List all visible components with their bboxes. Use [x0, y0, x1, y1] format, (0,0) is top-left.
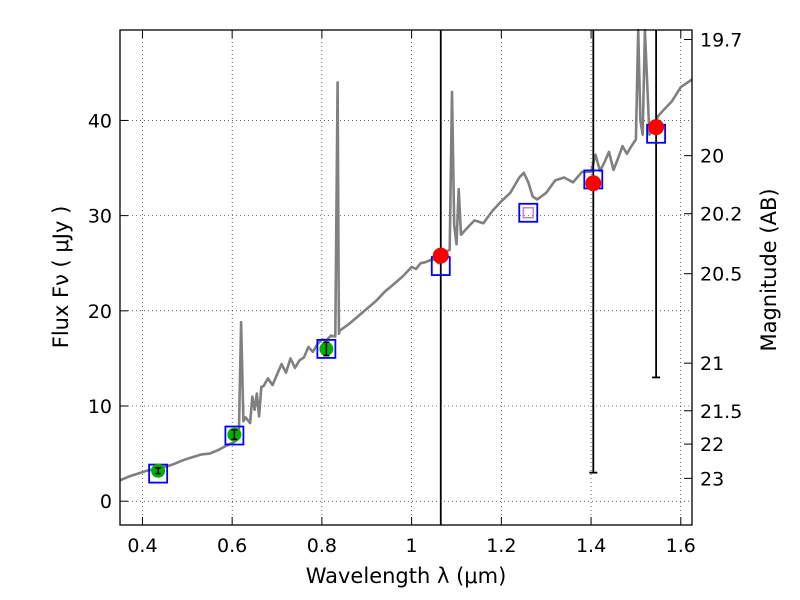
tick-labels: 0.4 0.6 0.8 1 1.2 1.4 1.6 0 10 20 30 40 19.7 20 20.2 20… [88, 30, 743, 557]
mag-tick-label: 22 [700, 434, 724, 456]
y-tick-label: 40 [88, 110, 112, 132]
photometry-point-red [432, 247, 449, 264]
spectrum-line [119, 28, 693, 482]
mag-tick-label: 23 [700, 468, 724, 490]
mag-tick-label: 21.5 [700, 401, 742, 423]
upper-limit-marker [522, 207, 534, 219]
x-tick-label: 1 [406, 535, 418, 557]
mag-tick-label: 21 [700, 353, 724, 375]
y-axis-title: Flux Fν ( μJy ) [49, 206, 73, 349]
photometry-point-red [648, 119, 665, 136]
photometry-layer [151, 119, 665, 478]
y-tick-label: 30 [88, 206, 112, 228]
model-box [518, 202, 539, 223]
y-tick-label: 10 [88, 396, 112, 418]
mag-tick-label: 20 [700, 146, 724, 168]
x-tick-label: 0.8 [307, 535, 337, 557]
mag-tick-label: 20.5 [700, 264, 742, 286]
spectrum-layer [119, 28, 693, 482]
photometry-point-red [585, 175, 602, 192]
x-tick-label: 1.4 [576, 535, 606, 557]
x-tick-label: 1.6 [666, 535, 696, 557]
mag-tick-label: 20.2 [700, 204, 742, 226]
y-tick-label: 0 [100, 491, 112, 513]
y-tick-label: 20 [88, 301, 112, 323]
x-tick-label: 0.6 [217, 535, 247, 557]
model-box [224, 425, 245, 446]
plot-frame [119, 29, 693, 526]
x-tick-label: 0.4 [127, 535, 157, 557]
grid-lines [120, 30, 692, 525]
model-box [316, 338, 337, 359]
error-bar-layer [155, 30, 661, 525]
x-tick-label: 1.2 [486, 535, 516, 557]
x-axis-title: Wavelength λ (μm) [306, 564, 507, 588]
mag-tick-label: 19.7 [700, 30, 742, 52]
axis-ticks [120, 30, 692, 525]
y2-axis-title: Magnitude (AB) [757, 188, 781, 351]
